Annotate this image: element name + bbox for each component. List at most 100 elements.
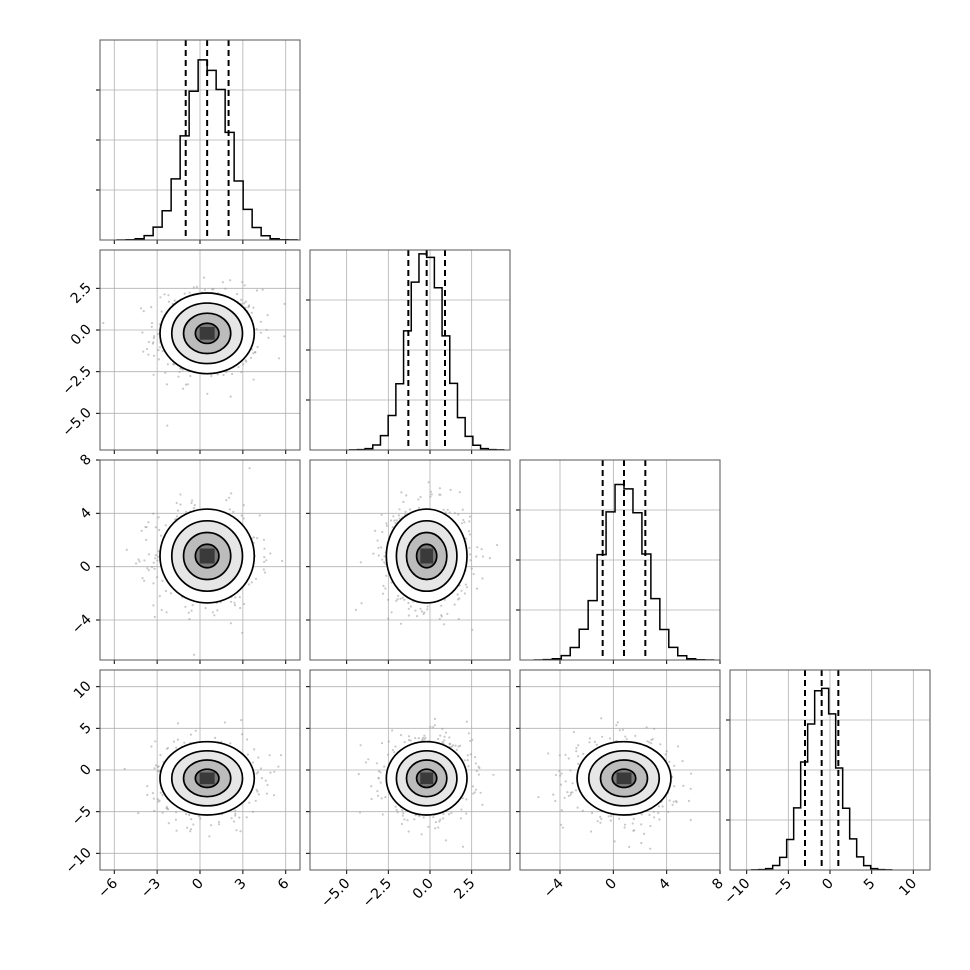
x-tick-label: −10 <box>721 876 753 908</box>
scatter-point <box>185 812 188 816</box>
x-tick-label: −3 <box>138 876 164 902</box>
scatter-point <box>222 373 225 377</box>
panel-2-0: −4 0 4 8 <box>69 452 301 664</box>
scatter-point <box>166 746 170 750</box>
scatter-point <box>150 306 153 309</box>
scatter-point <box>263 560 266 564</box>
contour-level-3 <box>385 508 468 604</box>
scatter-point <box>175 811 178 814</box>
scatter-point <box>245 816 248 819</box>
scatter-point <box>468 515 471 518</box>
scatter-point <box>251 761 255 764</box>
scatter-point <box>217 823 221 826</box>
scatter-point <box>354 608 357 612</box>
scatter-point <box>474 762 477 765</box>
scatter-point <box>427 825 430 829</box>
scatter-point <box>458 491 461 494</box>
scatter-point <box>471 785 474 788</box>
scatter-point <box>393 751 396 754</box>
scatter-point <box>244 300 247 303</box>
x-tick-label: 3 <box>232 876 250 894</box>
scatter-point <box>135 562 138 565</box>
scatter-point <box>152 512 155 515</box>
scatter-point <box>380 513 383 516</box>
scatter-point <box>467 732 470 735</box>
scatter-point <box>242 517 245 520</box>
panel-2-2 <box>516 459 721 664</box>
scatter-point <box>402 812 405 815</box>
scatter-point <box>574 789 578 792</box>
scatter-point <box>610 815 613 818</box>
scatter-point <box>229 742 232 745</box>
panel-frame <box>99 39 301 241</box>
x-tick-label: 6 <box>275 875 293 893</box>
scatter-point <box>456 593 459 596</box>
scatter-point <box>646 740 649 743</box>
scatter-point <box>385 524 388 527</box>
scatter-point <box>649 847 652 850</box>
scatter-point <box>381 530 384 534</box>
scatter-point <box>673 764 676 767</box>
scatter-point <box>161 579 164 583</box>
scatter-point <box>407 830 410 833</box>
y-tick-label: 10 <box>71 678 95 702</box>
scatter-point <box>150 325 153 328</box>
density-core <box>616 772 632 785</box>
scatter-point <box>152 604 155 607</box>
scatter-point <box>256 345 259 349</box>
scatter-point <box>401 596 404 599</box>
scatter-point <box>667 810 670 814</box>
scatter-point <box>224 287 227 290</box>
panel-3-1: −5.0 −2.5 0.0 2.5 <box>306 669 511 911</box>
scatter-point <box>157 770 160 773</box>
scatter-point <box>559 783 563 786</box>
panel-frame <box>99 669 301 871</box>
panel-1-0: −5.0 −2.5 0.0 2.5 <box>59 249 301 454</box>
scatter-point <box>377 777 380 780</box>
scatter-point <box>240 514 243 517</box>
scatter-point <box>252 306 255 309</box>
panel-frame <box>519 669 721 871</box>
scatter-point <box>419 607 422 610</box>
scatter-point <box>407 607 410 610</box>
scatter-point <box>249 356 253 359</box>
scatter-point <box>155 576 159 579</box>
scatter-point <box>186 383 189 386</box>
scatter-point <box>241 280 244 284</box>
scatter-point <box>442 812 445 816</box>
scatter-point <box>402 500 405 503</box>
scatter-point <box>147 569 150 572</box>
contour-level-0 <box>194 322 220 345</box>
scatter-point <box>590 830 593 833</box>
scatter-point <box>409 739 412 742</box>
scatter-point <box>414 737 417 740</box>
scatter-point <box>277 357 281 360</box>
scatter-point <box>456 598 460 601</box>
scatter-point <box>466 759 469 762</box>
scatter-point <box>461 508 464 511</box>
scatter-point <box>387 740 390 743</box>
scatter-point <box>689 818 692 822</box>
scatter-point <box>460 589 463 592</box>
x-tick-label: 0.0 <box>410 876 437 903</box>
scatter-point <box>246 738 249 741</box>
scatter-point <box>372 552 375 555</box>
scatter-point <box>382 584 385 588</box>
scatter-point <box>154 740 157 743</box>
scatter-point <box>147 353 150 356</box>
scatter-point <box>407 614 410 617</box>
scatter-point <box>153 557 157 560</box>
scatter-point <box>395 599 398 603</box>
scatter-point <box>600 817 603 821</box>
scatter-point <box>257 756 260 759</box>
panel-frame <box>99 459 301 661</box>
scatter-point <box>137 558 140 561</box>
scatter-point <box>488 557 491 560</box>
scatter-point <box>443 739 446 742</box>
scatter-point <box>400 822 403 826</box>
scatter-point <box>560 809 563 812</box>
scatter-point <box>254 577 258 581</box>
scatter-point <box>159 296 162 299</box>
scatter-point <box>381 813 384 816</box>
scatter-point <box>185 510 188 513</box>
